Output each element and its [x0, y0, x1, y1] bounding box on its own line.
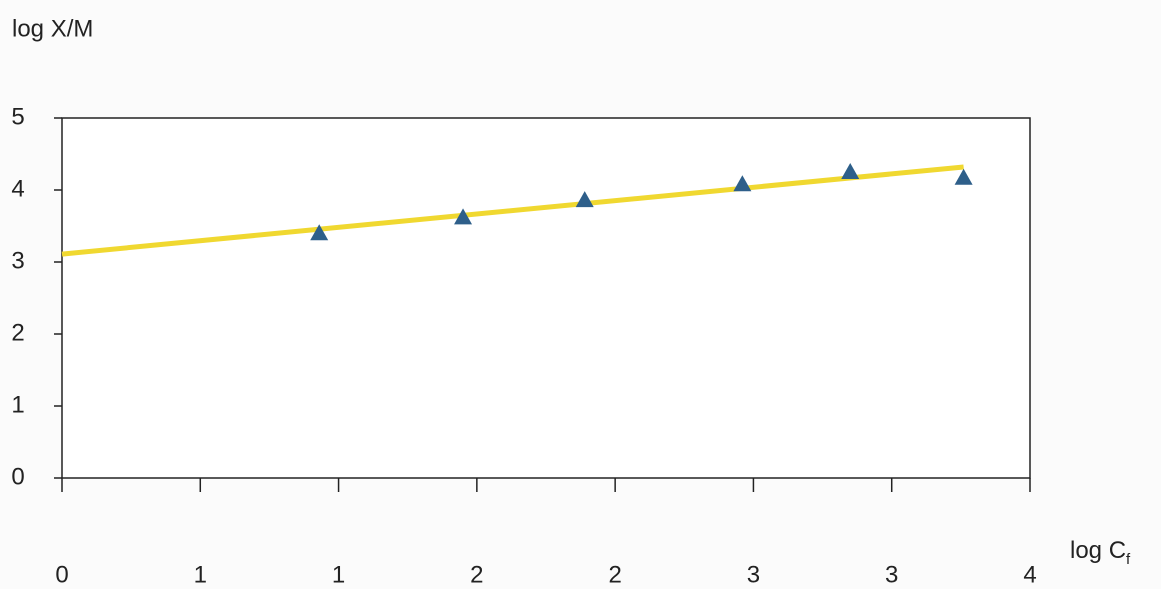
x-tick-label: 0 [55, 561, 68, 588]
x-tick-label: 4 [1023, 561, 1036, 588]
x-tick-label: 1 [332, 561, 345, 588]
x-tick-label: 1 [194, 561, 207, 588]
y-tick-label: 0 [11, 463, 24, 490]
trend-line [61, 164, 964, 257]
y-tick-label: 3 [11, 247, 24, 274]
y-tick-label: 4 [11, 175, 24, 202]
y-tick-label: 2 [11, 319, 24, 346]
y-tick-label: 5 [11, 103, 24, 130]
data-point [954, 168, 973, 185]
data-point [310, 224, 329, 241]
x-tick-label: 3 [747, 561, 760, 588]
x-tick-label: 2 [608, 561, 621, 588]
data-point [454, 208, 473, 225]
plot-area [61, 117, 1031, 479]
x-axis-label: log Cf [1070, 537, 1131, 568]
data-point [575, 191, 594, 208]
data-point [733, 175, 752, 192]
y-axis-label: log X/M [12, 15, 93, 42]
x-tick-label: 2 [470, 561, 483, 588]
x-tick-label: 3 [885, 561, 898, 588]
data-point [841, 163, 860, 179]
y-tick-label: 1 [11, 391, 24, 418]
